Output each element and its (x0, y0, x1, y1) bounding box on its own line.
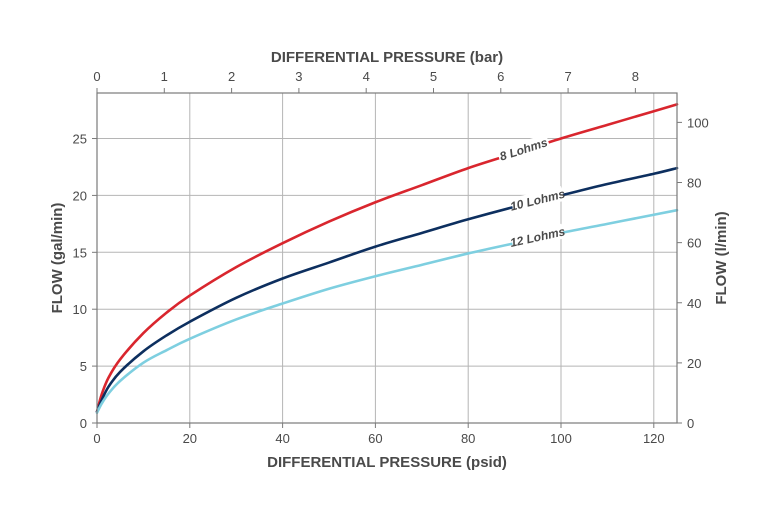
curve-label-8-lohms: 8 Lohms (498, 135, 550, 163)
x-top-tick-label: 1 (161, 69, 168, 84)
curve-8-lohms (95, 103, 679, 413)
x-top-tick-label: 2 (228, 69, 235, 84)
y-right-tick-label: 20 (687, 356, 701, 371)
x-bottom-tick-label: 100 (550, 431, 572, 446)
curve-12-lohms (95, 208, 679, 415)
curve-layer: 8 Lohms 10 Lohms 12 Lohms (95, 103, 679, 415)
x-top-tick-label: 7 (564, 69, 571, 84)
x-top-tick-label: 0 (93, 69, 100, 84)
x-top-axis-title: DIFFERENTIAL PRESSURE (bar) (271, 49, 503, 66)
x-bottom-axis-title: DIFFERENTIAL PRESSURE (psid) (267, 454, 507, 471)
y-right-tick-label: 80 (687, 176, 701, 191)
curve-label-12-lohms: 12 Lohms (509, 224, 567, 250)
y-right-tick-label: 100 (687, 115, 709, 130)
y-right-tick-label: 60 (687, 236, 701, 251)
curve-label-background (496, 133, 551, 165)
curve-label-background (510, 186, 565, 214)
x-bottom-tick-label: 120 (643, 431, 665, 446)
y-left-tick-label: 25 (73, 132, 87, 147)
y-left-tick-label: 0 (80, 416, 87, 431)
y-left-tick-label: 10 (73, 302, 87, 317)
y-left-axis-title: FLOW (gal/min) (49, 203, 66, 314)
curve-label-10-lohms: 10 Lohms (509, 187, 567, 214)
curve-label-group-12-lohms: 12 Lohms (509, 223, 567, 250)
y-right-tick-label: 0 (687, 416, 694, 431)
x-top-tick-label: 8 (632, 69, 639, 84)
x-bottom-tick-label: 40 (275, 431, 289, 446)
curve-10-lohms (95, 166, 679, 413)
y-left-tick-label: 20 (73, 188, 87, 203)
x-bottom-tick-label: 0 (93, 431, 100, 446)
y-left-tick-label: 15 (73, 245, 87, 260)
curve-label-background (510, 223, 565, 250)
x-top-tick-label: 5 (430, 69, 437, 84)
plot-frame (96, 92, 678, 424)
y-right-axis-title: FLOW (l/min) (713, 211, 730, 304)
x-top-tick-label: 4 (363, 69, 370, 84)
curve-label-group-10-lohms: 10 Lohms (509, 186, 567, 214)
y-right-tick-label: 40 (687, 296, 701, 311)
x-bottom-tick-label: 80 (461, 431, 475, 446)
grid-layer (97, 93, 677, 423)
x-bottom-tick-label: 20 (183, 431, 197, 446)
x-top-tick-label: 6 (497, 69, 504, 84)
y-left-tick-label: 5 (80, 359, 87, 374)
x-bottom-tick-label: 60 (368, 431, 382, 446)
x-top-tick-label: 3 (295, 69, 302, 84)
